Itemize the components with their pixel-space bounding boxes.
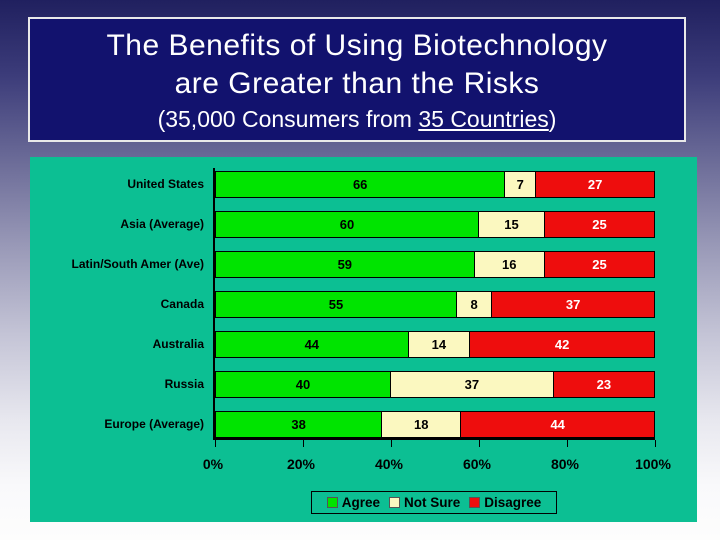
bar-segment-agree: 55 [215,291,457,318]
bar-segment-not-sure: 16 [474,251,545,278]
x-axis-tick-label: 20% [286,456,316,472]
bar-segment-agree: 60 [215,211,479,238]
axis-tick [303,440,304,447]
bar-row: 40 37 23 [215,371,655,398]
axis-tick [215,440,216,447]
category-label: Australia [152,337,204,351]
legend-label: Not Sure [403,495,461,510]
bar-segment-agree: 38 [215,411,383,438]
bar-segment-not-sure: 37 [391,371,554,398]
category-label: Europe (Average) [104,417,204,431]
bar-segment-agree: 66 [215,171,506,198]
x-axis-labels: 0% 20% 40% 60% 80% 100% [203,456,671,474]
bar-segment-disagree: 23 [553,371,655,398]
chart-container: United States Asia (Average) Latin/South A… [30,157,697,522]
x-axis-tick-label: 0% [202,456,224,472]
category-label: Russia [164,377,204,391]
title-line-2: are Greater than the Risks [174,67,540,100]
legend-swatch [469,497,481,508]
category-labels: United States Asia (Average) Latin/South A… [30,168,204,438]
bar-segment-disagree: 42 [470,331,655,358]
bar-row: 44 14 42 [215,331,655,358]
bar-segment-not-sure: 15 [479,211,545,238]
bar-segment-not-sure: 18 [382,411,462,438]
category-label: Asia (Average) [120,217,204,231]
x-axis-tick-label: 60% [462,456,492,472]
legend-label: Agree [341,495,380,510]
bar-segment-agree: 44 [215,331,409,358]
bar-segment-disagree: 37 [492,291,655,318]
legend-item: Agree [326,495,380,510]
plot-area: 66 7 27 60 15 25 59 16 25 55 8 37 44 14 42 40 37 23 38 18 44 [213,168,656,447]
bar-segment-disagree: 27 [536,171,655,198]
bar-row: 38 18 44 [215,411,655,438]
bar-segment-disagree: 25 [545,211,655,238]
bar-segment-not-sure: 14 [408,331,471,358]
category-label: Canada [160,297,204,311]
bar-row: 66 7 27 [215,171,655,198]
legend-item: Disagree [469,495,541,510]
legend: Agree Not Sure Disagree [311,491,557,514]
x-axis-tick-label: 40% [374,456,404,472]
title-box: The Benefits of Using Biotechnology are … [28,17,686,142]
legend-swatch [326,497,338,508]
category-label: United States [127,177,204,191]
x-axis-tick-label: 100% [635,456,671,472]
subtitle-suffix: ) [548,106,557,132]
category-label: Latin/South Amer (Ave) [71,257,204,271]
bar-row: 55 8 37 [215,291,655,318]
subtitle-underlined: 35 Countries [418,106,549,132]
title-line-1: The Benefits of Using Biotechnology [106,29,608,62]
x-axis-tick-label: 80% [550,456,580,472]
title-subtitle: (35,000 Consumers from 35 Countries) [30,104,684,135]
axis-tick [391,440,392,447]
bar-segment-not-sure: 8 [457,291,493,318]
legend-label: Disagree [484,495,542,510]
bar-segment-disagree: 44 [461,411,655,438]
axis-tick [479,440,480,447]
legend-item: Not Sure [388,495,461,510]
axis-tick [655,440,656,447]
bar-row: 59 16 25 [215,251,655,278]
bar-segment-agree: 40 [215,371,391,398]
axis-tick [567,440,568,447]
bar-row: 60 15 25 [215,211,655,238]
legend-swatch [388,497,400,508]
subtitle-prefix: (35,000 Consumers from [157,106,419,132]
bar-segment-disagree: 25 [544,251,655,278]
bar-segment-not-sure: 7 [505,171,537,198]
bar-segment-agree: 59 [215,251,475,278]
